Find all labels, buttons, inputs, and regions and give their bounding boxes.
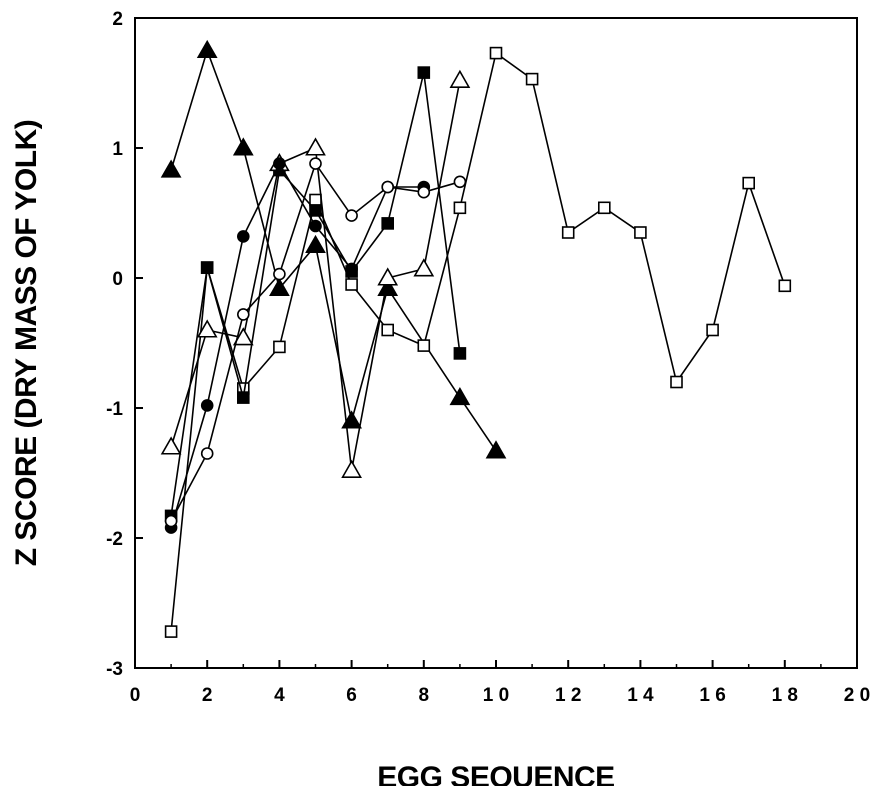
data-point-open-circle: [164, 514, 178, 528]
x-tick-label: 2 0: [844, 685, 870, 706]
data-point-open-circle: [309, 157, 322, 170]
x-axis-ticks: 0 2 4 6 8 1 0 1 2 1 4 1 6 1 8 2 0: [130, 660, 870, 706]
data-point-filled-square: [309, 204, 322, 217]
data-point-open-triangle: [413, 258, 435, 277]
data-point-open-triangle: [196, 319, 218, 338]
data-point-open-square: [309, 193, 322, 207]
x-tick-label: 6: [346, 685, 357, 706]
series-open-circle: [164, 157, 467, 528]
data-point-open-circle: [381, 180, 395, 194]
data-point-open-square: [417, 339, 431, 352]
x-axis-title: EGG SEQUENCE: [377, 761, 614, 786]
series-open-triangle: [160, 69, 471, 478]
x-tick-label: 1 4: [627, 685, 654, 706]
data-point-filled-circle: [200, 399, 214, 412]
data-point-filled-triangle: [485, 440, 507, 459]
x-tick-label: 1 0: [483, 685, 509, 706]
x-tick-label: 8: [419, 685, 430, 706]
data-point-filled-square: [453, 347, 467, 360]
data-point-open-triangle: [232, 327, 254, 346]
data-point-open-triangle: [305, 137, 326, 156]
data-point-open-square: [778, 279, 792, 293]
data-point-filled-square: [200, 261, 214, 274]
x-tick-label: 2: [202, 685, 213, 706]
y-tick-label: 0: [112, 269, 123, 290]
data-point-open-square: [634, 226, 647, 239]
data-point-filled-circle: [273, 157, 286, 170]
data-point-open-square: [453, 201, 467, 215]
data-point-open-circle: [345, 209, 358, 222]
data-point-filled-triangle: [377, 277, 399, 296]
series-filled-triangle: [160, 39, 507, 459]
data-point-open-square: [742, 176, 756, 190]
y-axis-ticks: -3 -2 -1 0 1 2: [106, 9, 143, 680]
x-tick-label: 1 2: [555, 685, 581, 706]
y-tick-label: -3: [106, 659, 123, 680]
data-point-open-triangle: [160, 436, 182, 455]
data-point-open-square: [381, 323, 395, 337]
data-point-filled-square: [417, 66, 431, 79]
data-point-filled-square: [237, 391, 250, 404]
data-point-filled-square: [381, 217, 395, 230]
data-point-open-square: [525, 72, 539, 86]
x-tick-label: 4: [274, 685, 285, 706]
data-point-filled-triangle: [269, 277, 290, 296]
data-point-open-square: [345, 278, 358, 291]
data-point-open-circle: [453, 175, 467, 189]
data-point-open-square: [164, 625, 178, 638]
data-point-open-circle: [273, 267, 286, 281]
y-tick-label: 1: [112, 139, 123, 160]
series-open-square: [164, 46, 792, 638]
data-point-filled-triangle: [232, 137, 254, 156]
data-point-open-triangle: [377, 267, 399, 286]
data-point-filled-circle: [309, 219, 322, 233]
data-point-filled-triangle: [305, 234, 326, 254]
data-point-open-triangle: [449, 69, 471, 88]
series-layer: [160, 39, 792, 638]
series-line: [170, 161, 424, 528]
series-line: [170, 51, 786, 632]
data-point-open-square: [706, 323, 719, 337]
data-point-open-circle: [417, 185, 431, 199]
data-point-open-circle: [200, 447, 214, 460]
data-point-open-square: [489, 46, 503, 60]
data-point-open-circle: [237, 308, 250, 321]
x-tick-label: 1 6: [699, 685, 725, 706]
data-point-open-square: [561, 226, 575, 239]
x-tick-label: 1 8: [772, 685, 798, 706]
y-tick-label: 2: [112, 9, 123, 30]
data-point-filled-circle: [345, 262, 358, 276]
data-point-filled-triangle: [196, 39, 218, 59]
data-point-open-triangle: [341, 459, 362, 478]
y-axis-title: Z SCORE (DRY MASS OF YOLK): [10, 120, 43, 566]
data-point-filled-triangle: [449, 386, 471, 406]
data-point-open-square: [597, 201, 611, 215]
data-point-open-square: [670, 375, 683, 389]
x-tick-label: 0: [130, 685, 141, 706]
y-tick-label: -1: [106, 399, 123, 420]
data-point-filled-triangle: [160, 159, 182, 178]
data-point-filled-circle: [237, 230, 250, 243]
data-point-open-square: [273, 340, 286, 354]
y-tick-label: -2: [106, 529, 123, 550]
